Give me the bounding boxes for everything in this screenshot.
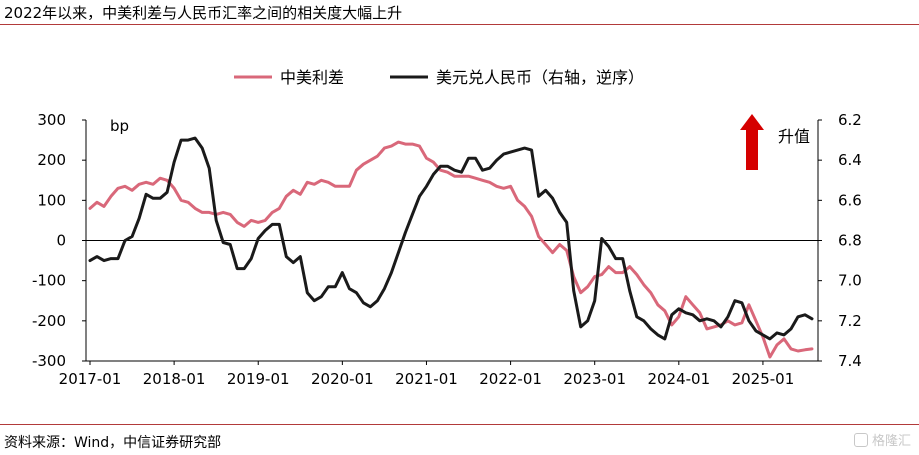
series-line-usdcny [88,136,814,341]
right-tick-label: 7.2 [838,312,862,330]
right-tick-label: 7.4 [838,352,862,370]
right-tick-label: 6.8 [838,232,862,250]
source-note: 资料来源：Wind，中信证券研究部 [4,435,222,451]
left-tick-label: -100 [32,272,66,290]
right-tick-label: 6.2 [838,111,862,129]
legend-label-spread: 中美利差 [280,68,344,87]
left-tick-label: -300 [32,352,66,370]
x-tick-label: 2024-01 [647,370,710,388]
left-axis-unit: bp [110,117,129,135]
legend-label-usdcny: 美元兑人民币（右轴，逆序） [436,68,644,87]
watermark-logo-icon [853,432,868,447]
x-tick-label: 2021-01 [395,370,458,388]
right-tick-label: 6.4 [838,151,862,169]
left-tick-label: 300 [37,111,66,129]
x-tick-label: 2020-01 [311,370,374,388]
watermark: 格隆汇 [853,430,911,449]
right-tick-label: 7.0 [838,272,862,290]
left-tick-label: 200 [37,151,66,169]
left-tick-label: -200 [32,312,66,330]
left-tick-label: 100 [37,191,66,209]
left-tick-label: 0 [56,232,66,250]
x-tick-label: 2025-01 [732,370,795,388]
right-tick-label: 6.6 [838,191,862,209]
appreciation-label: 升值 [778,127,810,146]
footer-rule [0,424,919,425]
x-tick-label: 2022-01 [479,370,542,388]
watermark-text: 格隆汇 [871,434,911,449]
page-title: 2022年以来，中美利差与人民币汇率之间的相关度大幅上升 [4,4,403,22]
title-underline [0,24,919,25]
appreciation-arrow-icon [740,114,764,170]
x-tick-label: 2017-01 [59,370,122,388]
x-tick-label: 2018-01 [143,370,206,388]
x-tick-label: 2019-01 [227,370,290,388]
x-tick-label: 2023-01 [563,370,626,388]
series-line-spread [88,140,814,359]
